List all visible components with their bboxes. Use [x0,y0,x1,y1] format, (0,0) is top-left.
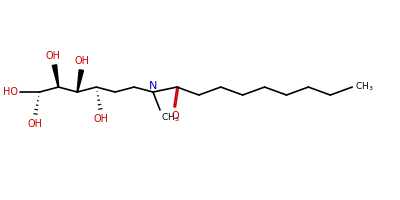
Text: O: O [171,111,179,121]
Text: CH$_3$: CH$_3$ [355,81,374,93]
Text: OH: OH [75,56,90,66]
Text: OH: OH [94,114,109,124]
Polygon shape [77,70,84,92]
Text: CH$_3$: CH$_3$ [161,112,180,124]
Text: N: N [149,81,157,91]
Text: OH: OH [27,119,42,129]
Polygon shape [52,65,59,87]
Text: OH: OH [46,51,61,61]
Text: HO: HO [3,87,18,97]
